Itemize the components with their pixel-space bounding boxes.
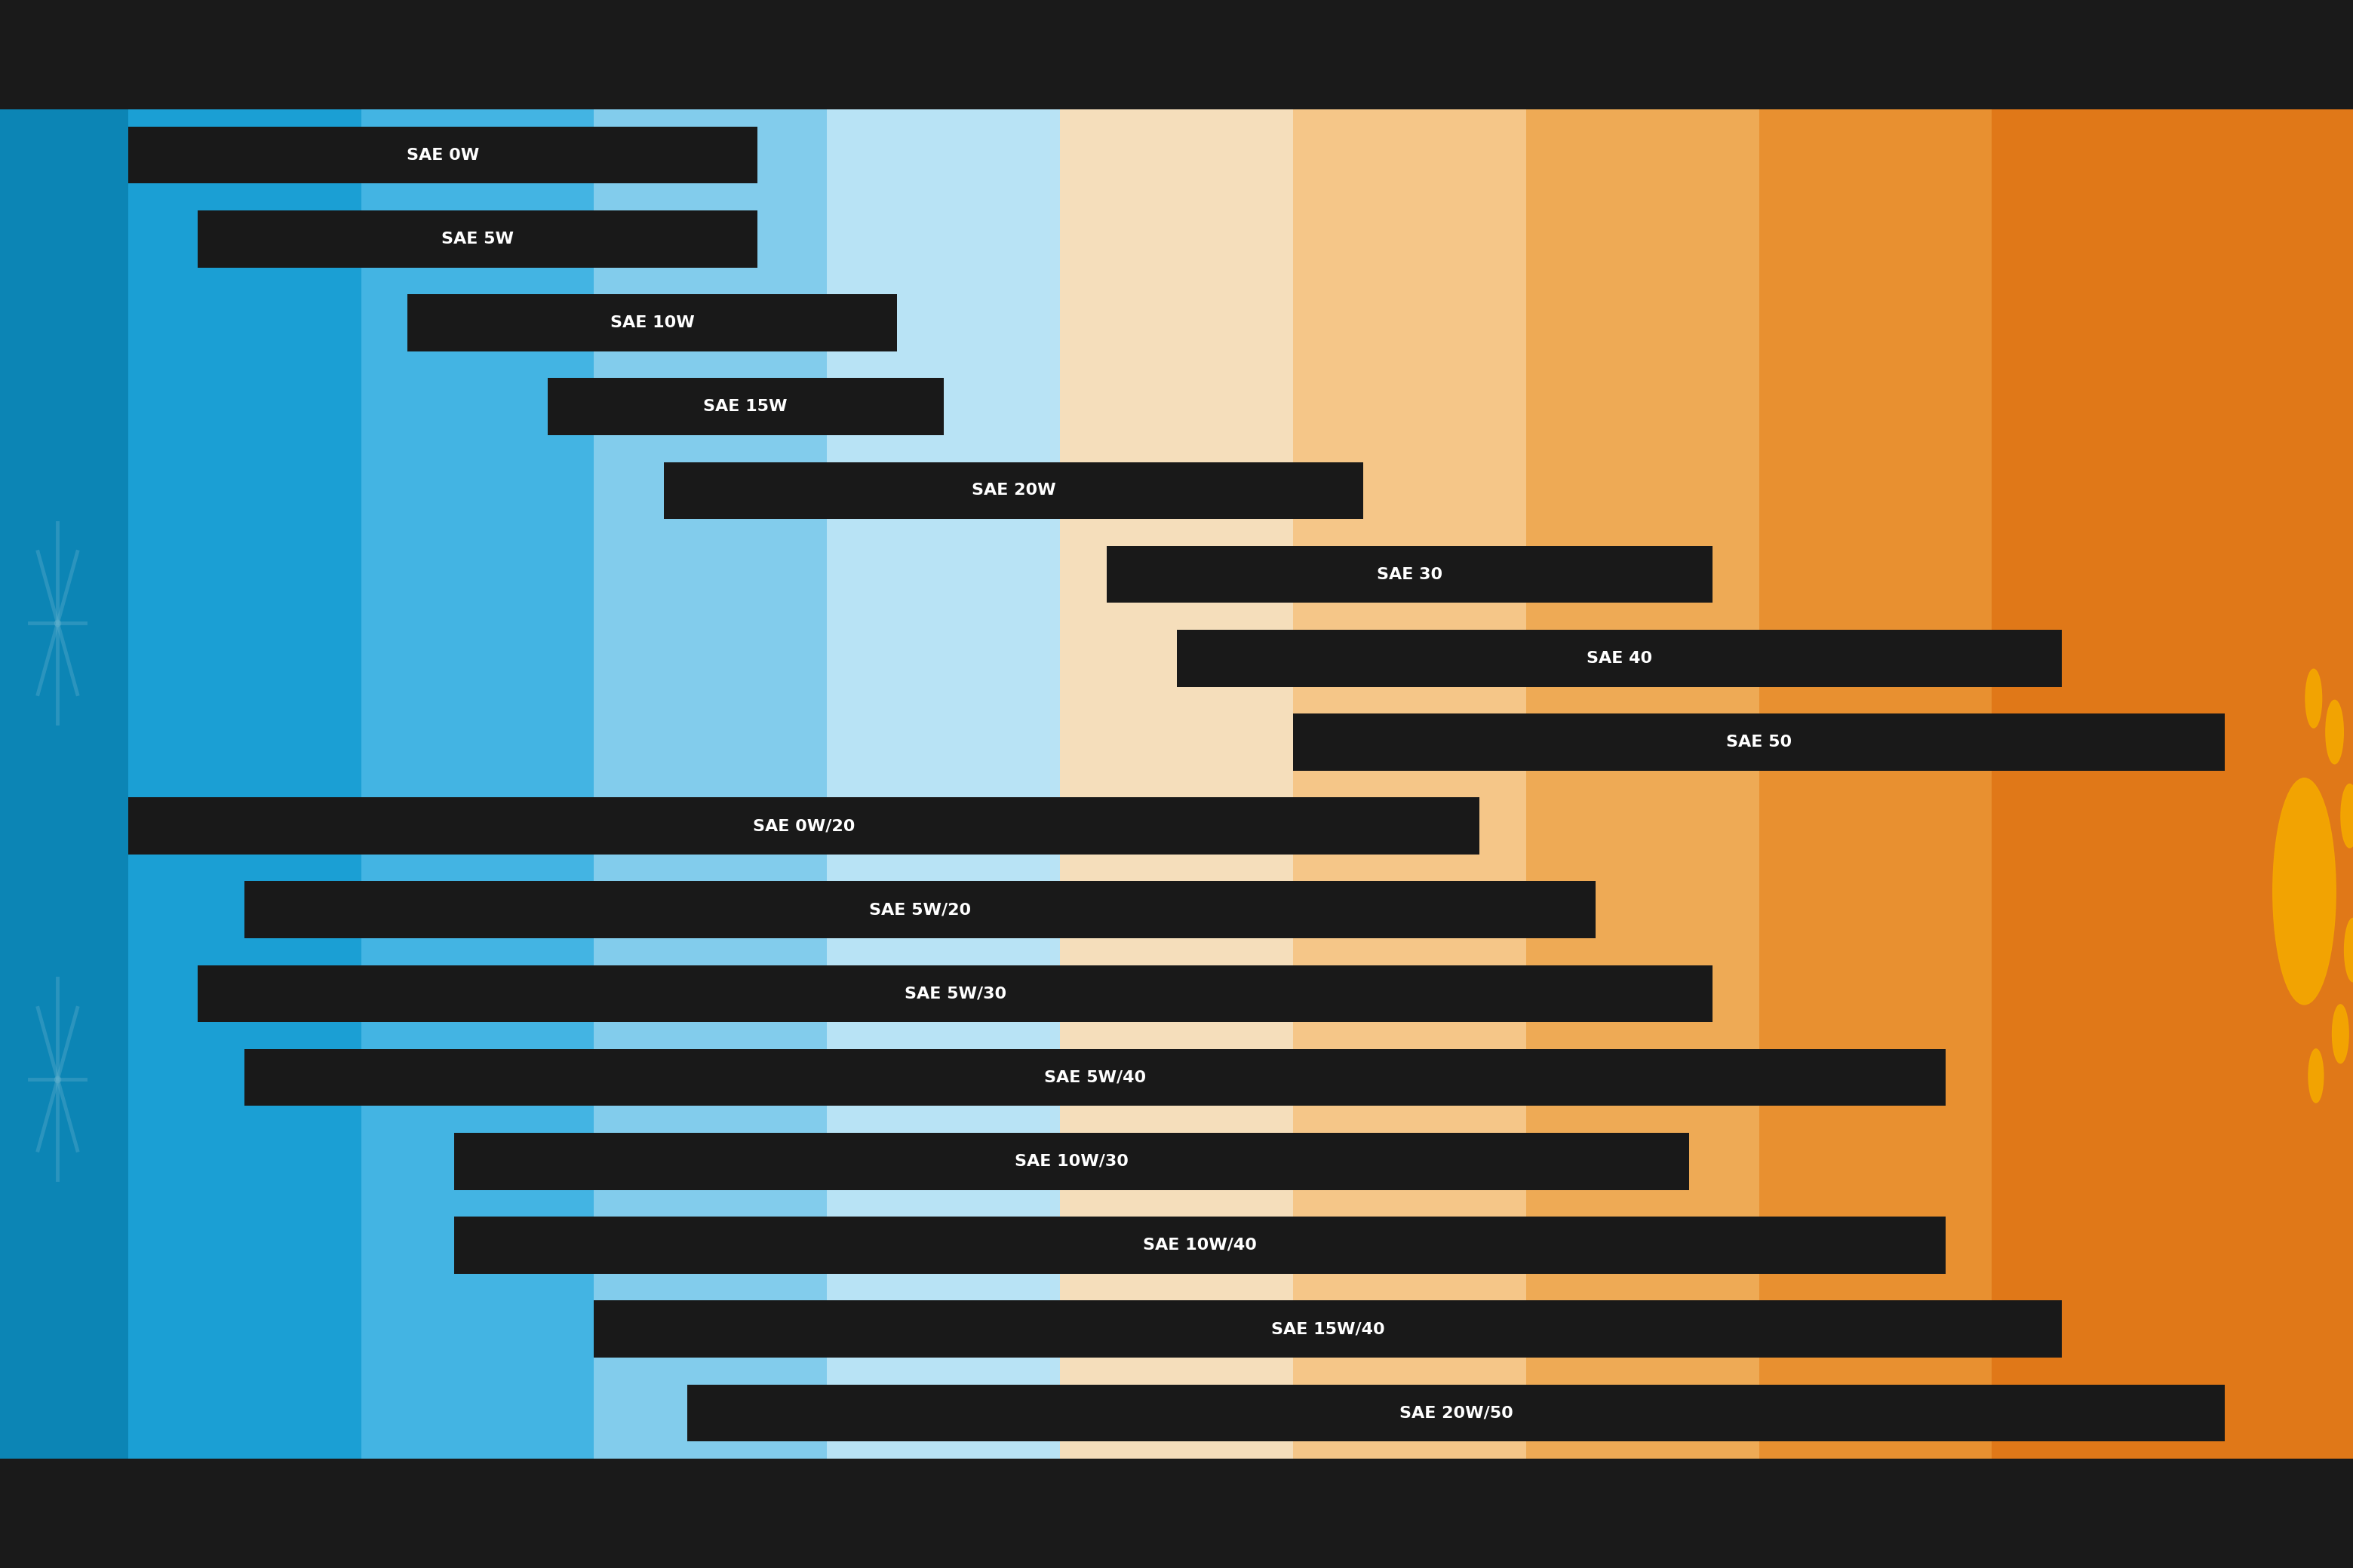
Text: 40°: 40° (1977, 31, 2007, 45)
Text: -30°: -30° (344, 31, 379, 45)
Bar (687, 1385, 2226, 1441)
Bar (0, 1458, 2353, 1568)
Circle shape (2332, 1005, 2348, 1063)
Bar (360, 0, 593, 1568)
Circle shape (2325, 701, 2344, 764)
Bar (664, 463, 1362, 519)
Text: 50°: 50° (2209, 31, 2240, 45)
Text: SAE 15W: SAE 15W (704, 400, 788, 414)
Text: SAE 50: SAE 50 (1727, 734, 1791, 750)
Text: T° OUTSIDE: T° OUTSIDE (28, 1512, 115, 1526)
Text: SAE 0W: SAE 0W (407, 147, 480, 163)
Text: SAE 10W/40: SAE 10W/40 (1144, 1237, 1257, 1253)
Bar (198, 210, 758, 268)
Bar (245, 881, 1595, 938)
Bar (548, 378, 944, 436)
Text: SAE 30: SAE 30 (1377, 568, 1442, 582)
Bar (407, 295, 896, 351)
Text: 30°: 30° (1744, 1512, 1774, 1527)
Circle shape (2344, 919, 2353, 982)
Bar (593, 0, 826, 1568)
Text: SAE 5W/30: SAE 5W/30 (904, 986, 1007, 1000)
Text: -10°: -10° (809, 1512, 845, 1527)
Text: -40°: -40° (111, 1512, 146, 1527)
Bar (127, 127, 758, 183)
Bar (1176, 630, 2061, 687)
Text: SAE 0W/20: SAE 0W/20 (753, 818, 854, 834)
Text: SAE 10W: SAE 10W (609, 315, 694, 331)
Bar (0, 0, 2353, 110)
Bar (127, 798, 1480, 855)
Text: 20°: 20° (1511, 1512, 1541, 1527)
Bar (1760, 0, 1993, 1568)
Circle shape (2306, 670, 2322, 728)
Bar (1993, 0, 2226, 1568)
Text: 20°: 20° (1511, 31, 1541, 45)
Bar (1294, 0, 1527, 1568)
Text: SAE 15W/40: SAE 15W/40 (1271, 1322, 1386, 1336)
Bar (2226, 0, 2353, 1568)
Bar (454, 1217, 1946, 1273)
Text: -30°: -30° (344, 1512, 379, 1527)
Bar (1059, 0, 1294, 1568)
Bar (454, 1132, 1689, 1190)
Text: T° OUTSIDE: T° OUTSIDE (2238, 31, 2325, 45)
Text: 40°: 40° (1977, 1512, 2007, 1527)
Bar (826, 0, 1059, 1568)
Text: SAE 40: SAE 40 (1586, 651, 1652, 666)
Text: SAE 10W/30: SAE 10W/30 (1014, 1154, 1129, 1168)
Circle shape (2341, 784, 2353, 848)
Text: SAE 5W: SAE 5W (442, 232, 513, 246)
Circle shape (2308, 1049, 2322, 1102)
Text: -40°: -40° (111, 31, 146, 45)
Text: T° OUTSIDE: T° OUTSIDE (2238, 1512, 2325, 1526)
Text: SAE 5W/20: SAE 5W/20 (868, 902, 972, 917)
Bar (1106, 546, 1713, 602)
Text: 0°C: 0°C (1045, 1512, 1075, 1527)
Bar (0, 0, 127, 1568)
Bar (1294, 713, 2226, 770)
Text: 30°: 30° (1744, 31, 1774, 45)
Text: T° OUTSIDE: T° OUTSIDE (28, 31, 115, 45)
Bar (593, 1300, 2061, 1358)
Text: SAE 5W/40: SAE 5W/40 (1045, 1069, 1146, 1085)
Text: 0°C: 0°C (1045, 31, 1075, 45)
Text: -10°: -10° (809, 31, 845, 45)
Text: SAE 20W/50: SAE 20W/50 (1400, 1405, 1513, 1421)
Bar (127, 0, 360, 1568)
Text: -20°: -20° (576, 31, 612, 45)
Bar (198, 966, 1713, 1022)
Text: 10°: 10° (1278, 1512, 1308, 1527)
Text: -20°: -20° (576, 1512, 612, 1527)
Text: 50°: 50° (2209, 1512, 2240, 1527)
Text: SAE 20W: SAE 20W (972, 483, 1056, 499)
Bar (1527, 0, 1760, 1568)
Bar (245, 1049, 1946, 1105)
Circle shape (2273, 778, 2337, 1005)
Text: 10°: 10° (1278, 31, 1308, 45)
